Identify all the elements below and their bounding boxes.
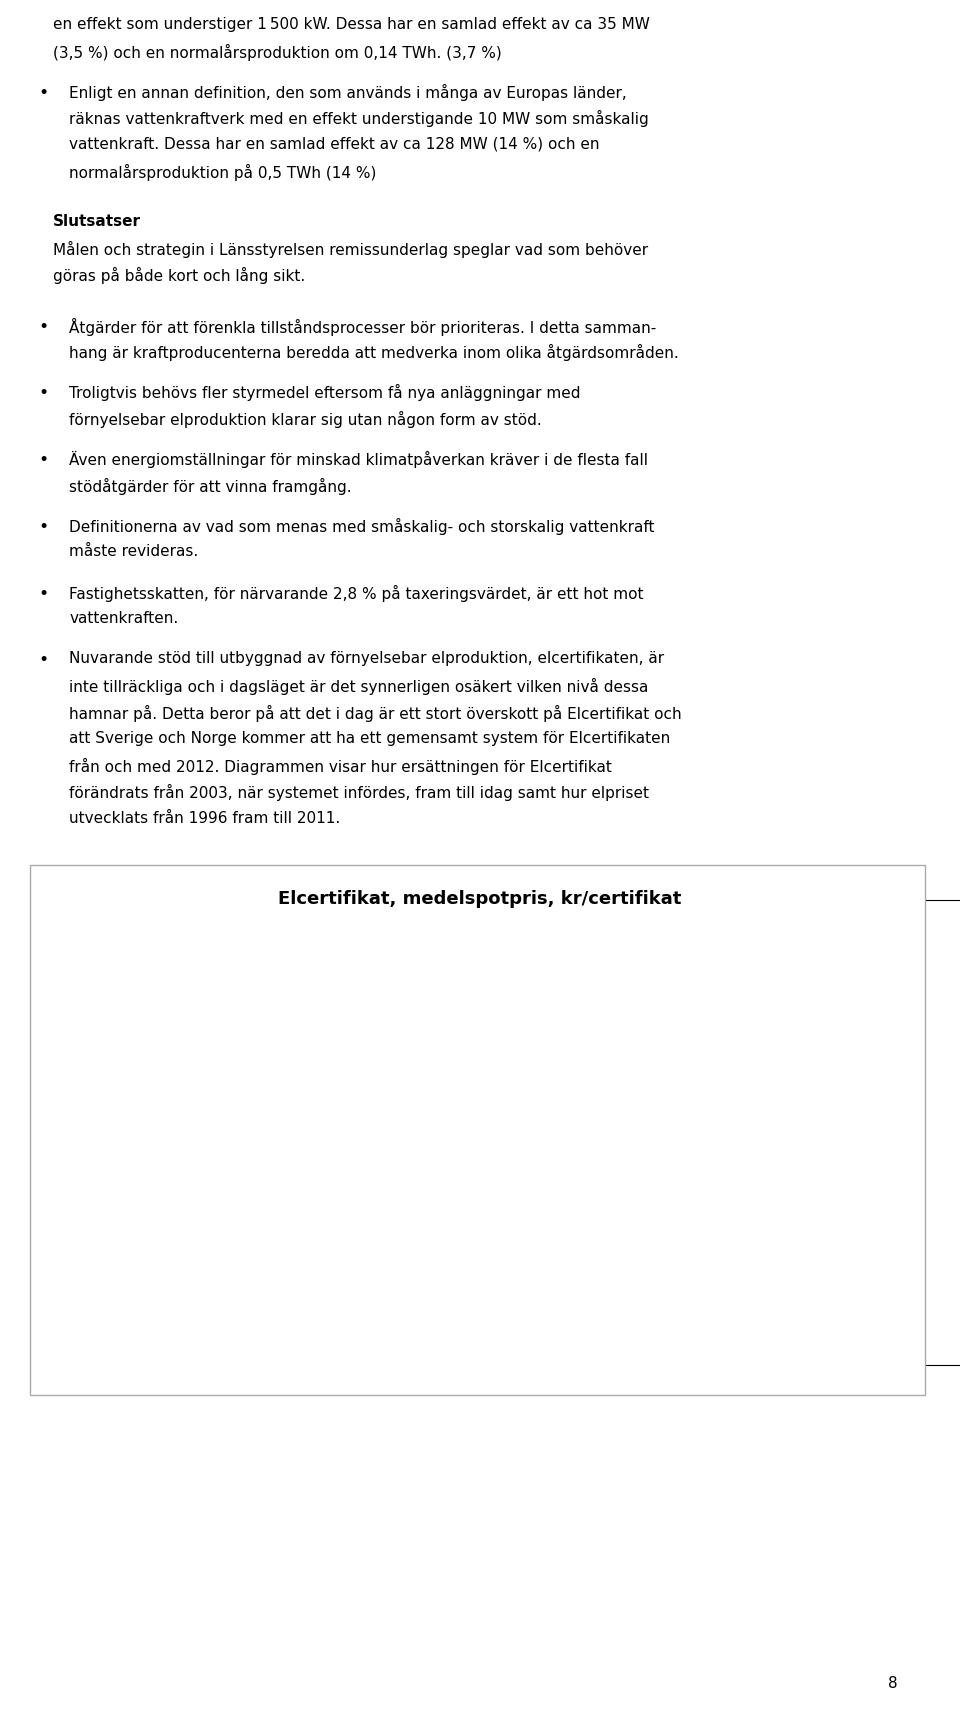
Text: inte tillräckliga och i dagsläget är det synnerligen osäkert vilken nivå dessa: inte tillräckliga och i dagsläget är det… [69, 678, 649, 695]
Bar [834, 1120, 894, 1366]
Bar [652, 959, 711, 1366]
Bar [560, 938, 619, 1366]
Text: att Sverige och Norge kommer att ha ett gemensamt system för Elcertifikaten: att Sverige och Norge kommer att ha ett … [69, 731, 670, 746]
Text: hang är kraftproducenterna beredda att medverka inom olika åtgärdsområden.: hang är kraftproducenterna beredda att m… [69, 344, 679, 361]
Text: Nuvarande stöd till utbyggnad av förnyelsebar elproduktion, elcertifikaten, är: Nuvarande stöd till utbyggnad av förnyel… [69, 651, 664, 666]
Text: Målen och strategin i Länsstyrelsen remissunderlag speglar vad som behöver: Målen och strategin i Länsstyrelsen remi… [53, 240, 648, 257]
Text: vattenkraft. Dessa har en samlad effekt av ca 128 MW (14 %) och en: vattenkraft. Dessa har en samlad effekt … [69, 137, 600, 152]
Text: Även energiomställningar för minskad klimatpåverkan kräver i de flesta fall: Även energiomställningar för minskad kli… [69, 450, 648, 467]
Text: •: • [38, 584, 49, 603]
Text: normalårsproduktion på 0,5 TWh (14 %): normalårsproduktion på 0,5 TWh (14 %) [69, 163, 376, 180]
Text: förändrats från 2003, när systemet infördes, fram till idag samt hur elpriset: förändrats från 2003, när systemet inför… [69, 784, 649, 801]
Text: förnyelsebar elproduktion klarar sig utan någon form av stöd.: förnyelsebar elproduktion klarar sig uta… [69, 411, 541, 428]
Text: •: • [38, 517, 49, 536]
Text: göras på både kort och lång sikt.: göras på både kort och lång sikt. [53, 267, 305, 284]
Text: •: • [38, 651, 49, 669]
Text: måste revideras.: måste revideras. [69, 544, 199, 560]
Text: Slutsatser: Slutsatser [53, 214, 141, 229]
Text: Enligt en annan definition, den som används i många av Europas länder,: Enligt en annan definition, den som anvä… [69, 84, 627, 101]
Text: 8: 8 [888, 1676, 898, 1691]
Bar [194, 1061, 253, 1366]
Text: hamnar på. Detta beror på att det i dag är ett stort överskott på Elcertifikat o: hamnar på. Detta beror på att det i dag … [69, 704, 682, 721]
Text: (3,5 %) och en normalårsproduktion om 0,14 TWh. (3,7 %): (3,5 %) och en normalårsproduktion om 0,… [53, 45, 501, 60]
Text: från och med 2012. Diagrammen visar hur ersättningen för Elcertifikat: från och med 2012. Diagrammen visar hur … [69, 757, 612, 774]
Text: •: • [38, 383, 49, 402]
Bar [377, 1150, 437, 1366]
Bar [743, 1034, 803, 1366]
Bar [103, 1079, 162, 1366]
Text: •: • [38, 317, 49, 336]
Text: stödåtgärder för att vinna framgång.: stödåtgärder för att vinna framgång. [69, 478, 351, 495]
Text: Troligtvis behövs fler styrmedel eftersom få nya anläggningar med: Troligtvis behövs fler styrmedel efterso… [69, 383, 581, 401]
Text: •: • [38, 450, 49, 469]
Bar [468, 1094, 528, 1366]
Text: Åtgärder för att förenkla tillståndsprocesser bör prioriteras. I detta samman-: Åtgärder för att förenkla tillståndsproc… [69, 317, 657, 336]
Text: utvecklats från 1996 fram till 2011.: utvecklats från 1996 fram till 2011. [69, 810, 341, 825]
Text: räknas vattenkraftverk med en effekt understigande 10 MW som småskalig: räknas vattenkraftverk med en effekt und… [69, 110, 649, 127]
Text: •: • [38, 84, 49, 103]
Text: Definitionerna av vad som menas med småskalig- och storskalig vattenkraft: Definitionerna av vad som menas med smås… [69, 517, 655, 534]
Text: Elcertifikat, medelspotpris, kr/certifikat: Elcertifikat, medelspotpris, kr/certifik… [278, 890, 682, 909]
Text: en effekt som understiger 1 500 kW. Dessa har en samlad effekt av ca 35 MW: en effekt som understiger 1 500 kW. Dess… [53, 17, 650, 33]
Bar [285, 1106, 345, 1366]
Text: vattenkraften.: vattenkraften. [69, 611, 179, 627]
Text: Fastighetsskatten, för närvarande 2,8 % på taxeringsvärdet, är ett hot mot: Fastighetsskatten, för närvarande 2,8 % … [69, 584, 643, 601]
